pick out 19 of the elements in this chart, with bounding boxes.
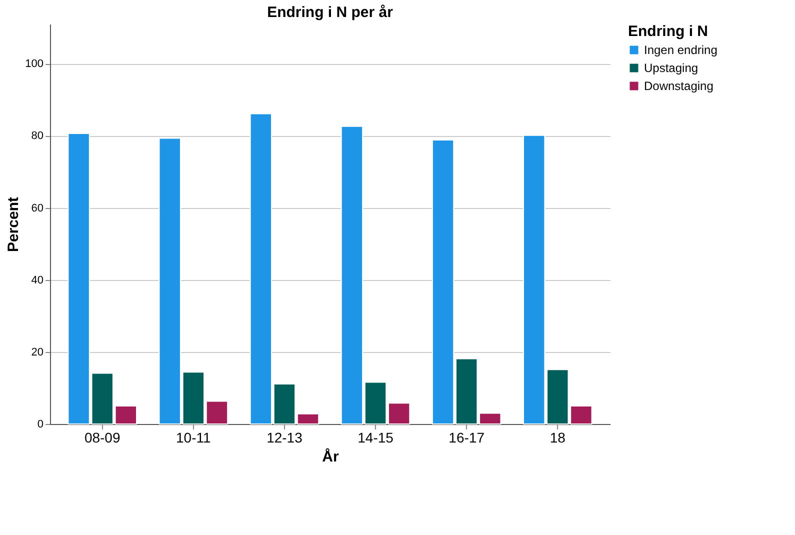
y-tick-label: 40 [31, 274, 44, 286]
legend-label: Ingen endring [644, 43, 718, 57]
legend-title: Endring i N [628, 23, 708, 40]
x-tick-label: 08-09 [84, 430, 120, 446]
x-tick-label: 18 [550, 430, 566, 446]
y-tick-label: 80 [31, 130, 44, 142]
x-tick-label: 10-11 [176, 430, 212, 446]
chart-title: Endring i N per år [267, 4, 394, 21]
legend-label: Upstaging [644, 61, 698, 75]
y-axis-title: Percent [5, 196, 22, 252]
x-axis-title: År [322, 448, 339, 466]
y-tick-label: 20 [31, 346, 44, 358]
y-tick-label: 0 [37, 418, 44, 430]
x-tick-label: 16-17 [448, 430, 485, 446]
y-tick-label: 60 [31, 202, 44, 214]
y-tick-label: 100 [25, 58, 44, 70]
x-tick-label: 12-13 [266, 430, 303, 446]
x-tick-label: 14-15 [358, 430, 394, 446]
legend-label: Downstaging [644, 79, 714, 93]
